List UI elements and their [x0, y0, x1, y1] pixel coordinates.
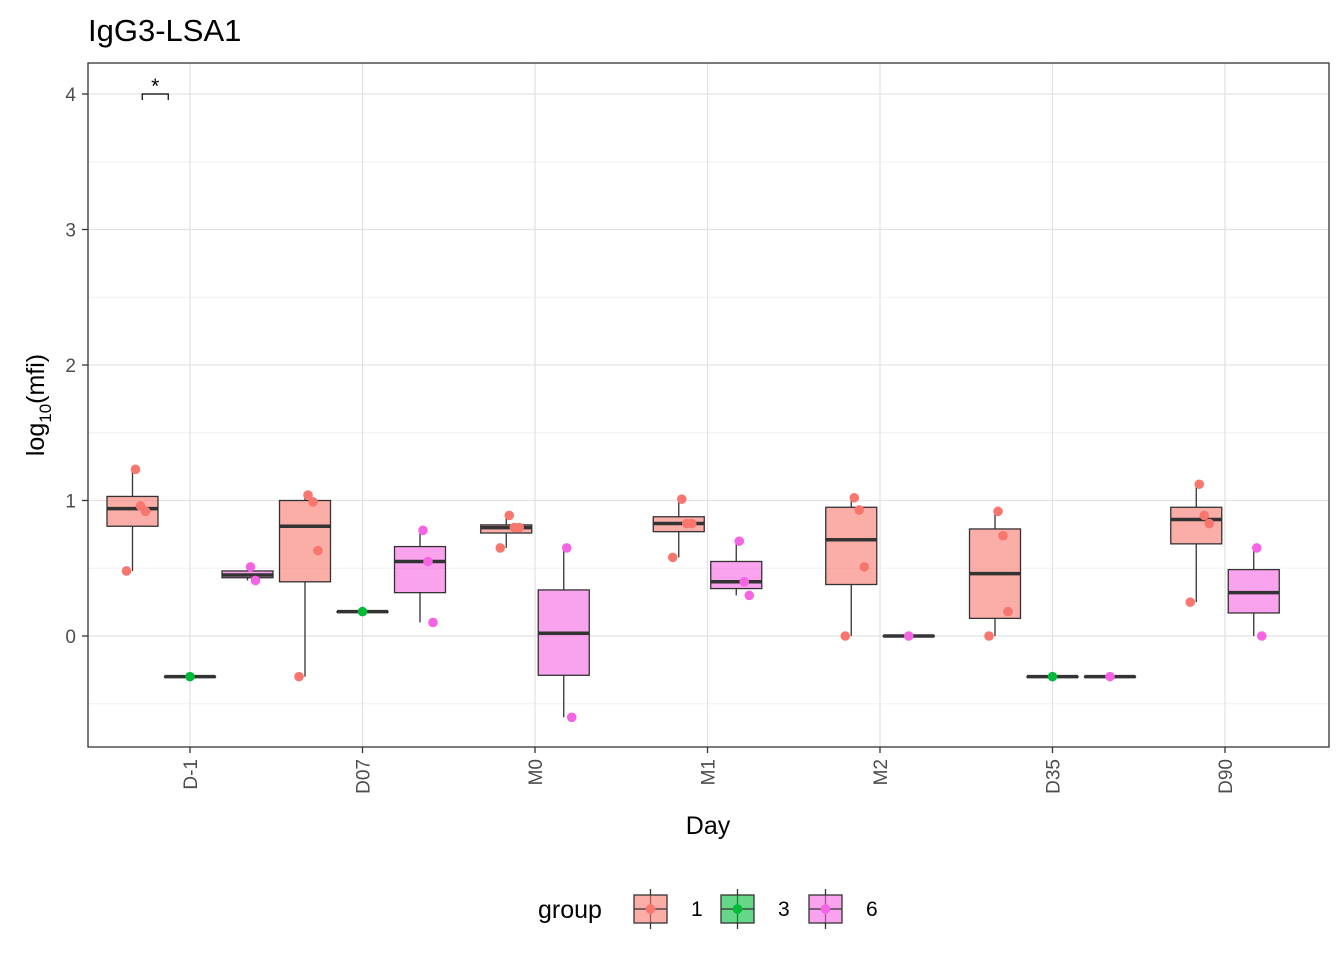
data-point [303, 490, 313, 500]
data-point [1204, 518, 1215, 529]
significance-label: * [151, 75, 159, 98]
data-point [854, 505, 865, 515]
data-point [418, 525, 428, 536]
x-tick-label: M0 [526, 759, 547, 785]
legend-key-point [732, 904, 743, 914]
y-axis-title-base: log [22, 423, 50, 456]
legend-label: 1 [691, 898, 703, 921]
panel-border [87, 62, 1330, 748]
legend: group 1 3 6 [538, 889, 878, 929]
data-point [495, 543, 506, 553]
data-point [676, 494, 687, 504]
boxplot-M0-group-6 [537, 547, 590, 718]
data-point [130, 464, 141, 475]
box [393, 545, 447, 594]
annotation-layer: * [141, 75, 169, 100]
boxplot-D07-group-6 [393, 530, 447, 623]
data-point [504, 510, 515, 521]
data-point [1199, 510, 1210, 521]
boxplot-D35-group-1 [968, 511, 1022, 636]
y-tick-label: 3 [65, 221, 76, 242]
y-tick-label: 1 [65, 492, 76, 513]
bracket-line [141, 93, 169, 100]
grid [88, 63, 1329, 747]
y-axis-title: log10(mfi) [22, 354, 55, 456]
x-tick-label: D07 [354, 759, 375, 794]
data-point [561, 543, 572, 553]
y-axis-title-arg: (mfi) [22, 354, 50, 404]
legend-item-6: 6 [808, 889, 878, 929]
legend-label: 6 [866, 898, 878, 921]
y-tick-label: 4 [65, 85, 76, 106]
legend-key-point [645, 904, 656, 914]
data-point [840, 631, 851, 641]
boxplot-D-1-group-6 [221, 566, 274, 581]
data-point [686, 518, 697, 529]
x-tick-label: D-1 [181, 759, 202, 790]
data-point [744, 590, 755, 601]
data-point [903, 631, 914, 641]
legend-title: group [538, 896, 602, 924]
data-point [313, 545, 323, 556]
panel-background [88, 63, 1329, 747]
box-layer [106, 469, 1280, 718]
legend-label: 3 [778, 898, 790, 921]
data-point [859, 562, 870, 572]
x-axis-title: Day [686, 812, 731, 840]
data-point [423, 556, 433, 567]
data-point [1105, 671, 1115, 682]
data-point [514, 522, 525, 533]
data-point [1256, 631, 1267, 641]
y-axis-title-sub: 10 [36, 404, 55, 423]
x-tick-label: M2 [871, 759, 892, 785]
box [710, 560, 763, 590]
significance-bracket: * [141, 75, 169, 100]
chart-title: IgG3-LSA1 [88, 13, 241, 48]
data-point [294, 671, 304, 682]
data-point [1003, 606, 1013, 617]
data-point [849, 492, 860, 503]
data-point [993, 506, 1003, 517]
legend-item-3: 3 [720, 889, 790, 929]
x-tick-label: M1 [699, 759, 720, 785]
x-tick-label: D35 [1044, 759, 1065, 794]
data-point [739, 577, 750, 587]
y-tick-label: 0 [65, 627, 76, 648]
data-point [308, 497, 318, 507]
boxplot-M1-group-6 [710, 541, 763, 596]
data-point [1194, 479, 1205, 490]
box [106, 495, 159, 527]
x-tick-label: D90 [1216, 759, 1237, 794]
legend-key-point [820, 904, 831, 914]
y-tick-label: 2 [65, 356, 76, 377]
data-point [185, 671, 195, 682]
boxplot-D90-group-6 [1227, 547, 1280, 636]
data-point [1047, 671, 1058, 682]
data-point [428, 617, 438, 628]
data-point [734, 536, 745, 546]
data-point [245, 562, 256, 572]
data-point [121, 566, 132, 576]
box [278, 499, 332, 583]
point-layer [121, 464, 1267, 723]
box [825, 506, 878, 586]
data-point [1251, 543, 1262, 553]
axes: 0 1 2 3 4 D-1 D07 M0 M1 M2 D35 D90 [65, 85, 1237, 794]
boxplot-D07-group-1 [278, 495, 332, 677]
data-point [566, 712, 577, 723]
data-point [998, 530, 1008, 541]
data-point [984, 631, 994, 641]
data-point [357, 606, 368, 617]
data-point [667, 552, 678, 563]
data-point [140, 506, 151, 517]
data-point [1185, 597, 1196, 607]
legend-item-1: 1 [633, 889, 703, 929]
box [1170, 506, 1223, 545]
data-point [250, 575, 261, 586]
